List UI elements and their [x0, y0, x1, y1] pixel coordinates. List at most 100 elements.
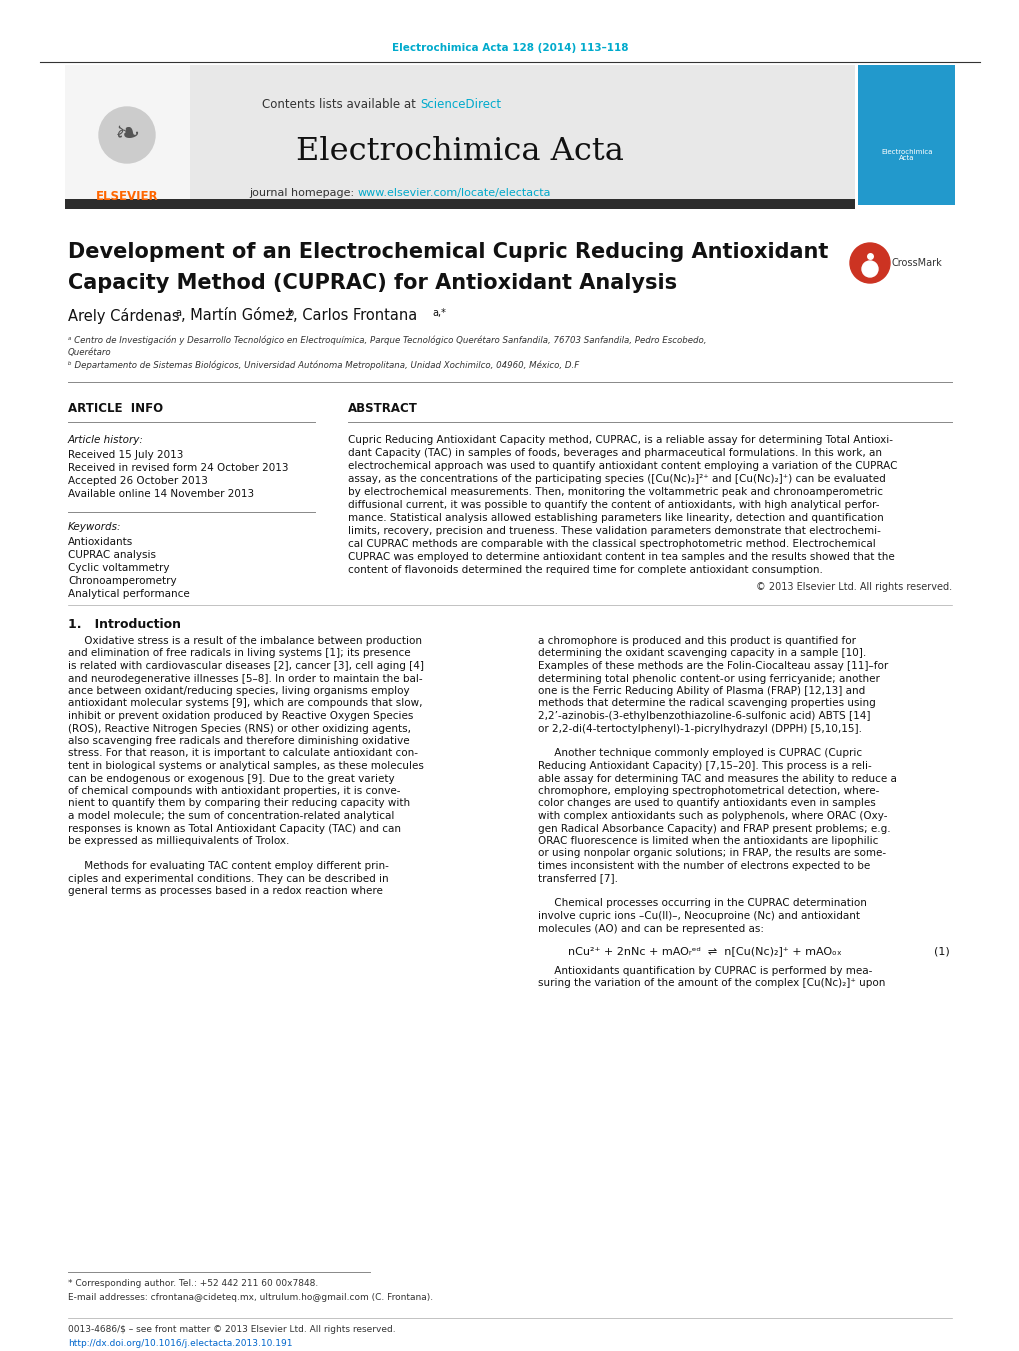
Text: inhibit or prevent oxidation produced by Reactive Oxygen Species: inhibit or prevent oxidation produced by… [68, 711, 413, 721]
Text: a model molecule; the sum of concentration-related analytical: a model molecule; the sum of concentrati… [68, 811, 394, 821]
Text: 1.   Introduction: 1. Introduction [68, 619, 180, 631]
Text: ARTICLE  INFO: ARTICLE INFO [68, 401, 163, 415]
Text: Electrochimica Acta: Electrochimica Acta [296, 136, 624, 168]
Text: determining total phenolic content-or using ferricyanide; another: determining total phenolic content-or us… [537, 674, 879, 684]
Text: , Martín Gómez: , Martín Gómez [180, 308, 292, 323]
Circle shape [99, 107, 155, 163]
Bar [857, 65, 954, 205]
Text: , Carlos Frontana: , Carlos Frontana [292, 308, 417, 323]
Text: (ROS), Reactive Nitrogen Species (RNS) or other oxidizing agents,: (ROS), Reactive Nitrogen Species (RNS) o… [68, 724, 411, 734]
Text: responses is known as Total Antioxidant Capacity (TAC) and can: responses is known as Total Antioxidant … [68, 824, 400, 834]
Text: color changes are used to quantify antioxidants even in samples: color changes are used to quantify antio… [537, 798, 875, 808]
Text: limits, recovery, precision and trueness. These validation parameters demonstrat: limits, recovery, precision and trueness… [347, 526, 880, 536]
Text: Another technique commonly employed is CUPRAC (Cupric: Another technique commonly employed is C… [537, 748, 861, 758]
Text: mance. Statistical analysis allowed establishing parameters like linearity, dete: mance. Statistical analysis allowed esta… [347, 513, 882, 523]
Text: 0013-4686/$ – see front matter © 2013 Elsevier Ltd. All rights reserved.: 0013-4686/$ – see front matter © 2013 El… [68, 1325, 395, 1335]
Text: involve cupric ions –Cu(II)–, Neocuproine (Nc) and antioxidant: involve cupric ions –Cu(II)–, Neocuproin… [537, 911, 859, 921]
Text: be expressed as milliequivalents of Trolox.: be expressed as milliequivalents of Trol… [68, 836, 289, 846]
Text: cal CUPRAC methods are comparable with the classical spectrophotometric method. : cal CUPRAC methods are comparable with t… [347, 539, 875, 549]
Text: Keywords:: Keywords: [68, 521, 121, 532]
Text: Antioxidants: Antioxidants [68, 536, 133, 547]
Text: nient to quantify them by comparing their reducing capacity with: nient to quantify them by comparing thei… [68, 798, 410, 808]
Text: molecules (AO) and can be represented as:: molecules (AO) and can be represented as… [537, 924, 763, 934]
Text: able assay for determining TAC and measures the ability to reduce a: able assay for determining TAC and measu… [537, 774, 896, 784]
Text: diffusional current, it was possible to quantify the content of antioxidants, wi: diffusional current, it was possible to … [347, 500, 878, 509]
Text: Capacity Method (CUPRAC) for Antioxidant Analysis: Capacity Method (CUPRAC) for Antioxidant… [68, 273, 677, 293]
Text: Arely Cárdenas: Arely Cárdenas [68, 308, 179, 324]
Text: gen Radical Absorbance Capacity) and FRAP present problems; e.g.: gen Radical Absorbance Capacity) and FRA… [537, 824, 890, 834]
Text: Development of an Electrochemical Cupric Reducing Antioxidant: Development of an Electrochemical Cupric… [68, 242, 827, 262]
Text: Received in revised form 24 October 2013: Received in revised form 24 October 2013 [68, 463, 288, 473]
Text: chromophore, employing spectrophotometrical detection, where-: chromophore, employing spectrophotometri… [537, 786, 878, 796]
Text: of chemical compounds with antioxidant properties, it is conve-: of chemical compounds with antioxidant p… [68, 786, 400, 796]
Text: with complex antioxidants such as polyphenols, where ORAC (Oxy-: with complex antioxidants such as polyph… [537, 811, 887, 821]
Text: ciples and experimental conditions. They can be described in: ciples and experimental conditions. They… [68, 874, 388, 884]
Text: is related with cardiovascular diseases [2], cancer [3], cell aging [4]: is related with cardiovascular diseases … [68, 661, 424, 671]
Text: © 2013 Elsevier Ltd. All rights reserved.: © 2013 Elsevier Ltd. All rights reserved… [755, 582, 951, 592]
Text: ScienceDirect: ScienceDirect [420, 99, 500, 112]
Text: Cupric Reducing Antioxidant Capacity method, CUPRAC, is a reliable assay for det: Cupric Reducing Antioxidant Capacity met… [347, 435, 892, 444]
Text: antioxidant molecular systems [9], which are compounds that slow,: antioxidant molecular systems [9], which… [68, 698, 422, 708]
Text: a chromophore is produced and this product is quantified for: a chromophore is produced and this produ… [537, 636, 855, 646]
Text: dant Capacity (TAC) in samples of foods, beverages and pharmaceutical formulatio: dant Capacity (TAC) in samples of foods,… [347, 449, 881, 458]
Circle shape [861, 261, 877, 277]
Bar [65, 65, 854, 205]
Text: Examples of these methods are the Folin-Ciocalteau assay [11]–for: Examples of these methods are the Folin-… [537, 661, 888, 671]
Text: 2,2’-azinobis-(3-ethylbenzothiazoline-6-sulfonic acid) ABTS [14]: 2,2’-azinobis-(3-ethylbenzothiazoline-6-… [537, 711, 869, 721]
Text: tent in biological systems or analytical samples, as these molecules: tent in biological systems or analytical… [68, 761, 424, 771]
Text: b: b [286, 308, 293, 317]
Text: and neurodegenerative illnesses [5–8]. In order to maintain the bal-: and neurodegenerative illnesses [5–8]. I… [68, 674, 422, 684]
Text: Chronoamperometry: Chronoamperometry [68, 576, 176, 586]
Text: determining the oxidant scavenging capacity in a sample [10].: determining the oxidant scavenging capac… [537, 648, 865, 658]
Text: also scavenging free radicals and therefore diminishing oxidative: also scavenging free radicals and theref… [68, 736, 410, 746]
Text: CUPRAC was employed to determine antioxidant content in tea samples and the resu: CUPRAC was employed to determine antioxi… [347, 553, 894, 562]
Text: journal homepage:: journal homepage: [249, 188, 358, 199]
Text: methods that determine the radical scavenging properties using: methods that determine the radical scave… [537, 698, 875, 708]
Text: Querétaro: Querétaro [68, 347, 111, 357]
Text: Received 15 July 2013: Received 15 July 2013 [68, 450, 183, 459]
Text: transferred [7].: transferred [7]. [537, 874, 618, 884]
Text: ELSEVIER: ELSEVIER [96, 190, 158, 204]
Text: electrochemical approach was used to quantify antioxidant content employing a va: electrochemical approach was used to qua… [347, 461, 897, 471]
Text: a: a [175, 308, 180, 317]
Text: www.elsevier.com/locate/electacta: www.elsevier.com/locate/electacta [358, 188, 551, 199]
Text: Reducing Antioxidant Capacity) [7,15–20]. This process is a reli-: Reducing Antioxidant Capacity) [7,15–20]… [537, 761, 871, 771]
Text: CrossMark: CrossMark [892, 258, 942, 267]
Text: a,*: a,* [432, 308, 445, 317]
Text: http://dx.doi.org/10.1016/j.electacta.2013.10.191: http://dx.doi.org/10.1016/j.electacta.20… [68, 1339, 292, 1347]
Text: Methods for evaluating TAC content employ different prin-: Methods for evaluating TAC content emplo… [68, 861, 388, 871]
Text: stress. For that reason, it is important to calculate antioxidant con-: stress. For that reason, it is important… [68, 748, 418, 758]
Text: assay, as the concentrations of the participating species ([Cu(Nc)₂]²⁺ and [Cu(N: assay, as the concentrations of the part… [347, 474, 884, 484]
Text: ᵇ Departamento de Sistemas Biológicos, Universidad Autónoma Metropolitana, Unida: ᵇ Departamento de Sistemas Biológicos, U… [68, 361, 579, 370]
Text: can be endogenous or exogenous [9]. Due to the great variety: can be endogenous or exogenous [9]. Due … [68, 774, 394, 784]
Text: nCu²⁺ + 2nNc + mAOᵣᵉᵈ  ⇌  n[Cu(Nc)₂]⁺ + mAOₒₓ: nCu²⁺ + 2nNc + mAOᵣᵉᵈ ⇌ n[Cu(Nc)₂]⁺ + mA… [568, 946, 841, 957]
Text: Available online 14 November 2013: Available online 14 November 2013 [68, 489, 254, 499]
Text: ORAC fluorescence is limited when the antioxidants are lipophilic: ORAC fluorescence is limited when the an… [537, 836, 877, 846]
Text: Antioxidants quantification by CUPRAC is performed by mea-: Antioxidants quantification by CUPRAC is… [537, 966, 871, 975]
Text: ❧: ❧ [114, 120, 140, 150]
Text: one is the Ferric Reducing Ability of Plasma (FRAP) [12,13] and: one is the Ferric Reducing Ability of Pl… [537, 686, 864, 696]
Text: Cyclic voltammetry: Cyclic voltammetry [68, 563, 169, 573]
Text: Electrochimica
Acta: Electrochimica Acta [880, 149, 931, 162]
Text: Analytical performance: Analytical performance [68, 589, 190, 598]
Text: ABSTRACT: ABSTRACT [347, 401, 418, 415]
Text: E-mail addresses: cfrontana@cideteq.mx, ultrulum.ho@gmail.com (C. Frontana).: E-mail addresses: cfrontana@cideteq.mx, … [68, 1293, 433, 1301]
Text: Accepted 26 October 2013: Accepted 26 October 2013 [68, 476, 208, 486]
Circle shape [849, 243, 890, 282]
Text: Oxidative stress is a result of the imbalance between production: Oxidative stress is a result of the imba… [68, 636, 422, 646]
Text: Electrochimica Acta 128 (2014) 113–118: Electrochimica Acta 128 (2014) 113–118 [391, 43, 628, 53]
Text: and elimination of free radicals in living systems [1]; its presence: and elimination of free radicals in livi… [68, 648, 411, 658]
Text: Contents lists available at: Contents lists available at [262, 99, 420, 112]
Text: times inconsistent with the number of electrons expected to be: times inconsistent with the number of el… [537, 861, 869, 871]
Text: or 2,2-di(4-tertoctylphenyl)-1-picrylhydrazyl (DPPH) [5,10,15].: or 2,2-di(4-tertoctylphenyl)-1-picrylhyd… [537, 724, 861, 734]
Text: CUPRAC analysis: CUPRAC analysis [68, 550, 156, 561]
Text: ᵃ Centro de Investigación y Desarrollo Tecnológico en Electroquímica, Parque Tec: ᵃ Centro de Investigación y Desarrollo T… [68, 335, 706, 345]
Text: suring the variation of the amount of the complex [Cu(Nc)₂]⁺ upon: suring the variation of the amount of th… [537, 978, 884, 989]
Bar [65, 65, 190, 205]
Text: * Corresponding author. Tel.: +52 442 211 60 00x7848.: * Corresponding author. Tel.: +52 442 21… [68, 1279, 318, 1289]
Text: general terms as processes based in a redox reaction where: general terms as processes based in a re… [68, 886, 382, 896]
Text: ance between oxidant/reducing species, living organisms employ: ance between oxidant/reducing species, l… [68, 686, 410, 696]
Text: (1): (1) [933, 946, 949, 957]
Bar [65, 199, 854, 209]
Text: Chemical processes occurring in the CUPRAC determination: Chemical processes occurring in the CUPR… [537, 898, 866, 908]
